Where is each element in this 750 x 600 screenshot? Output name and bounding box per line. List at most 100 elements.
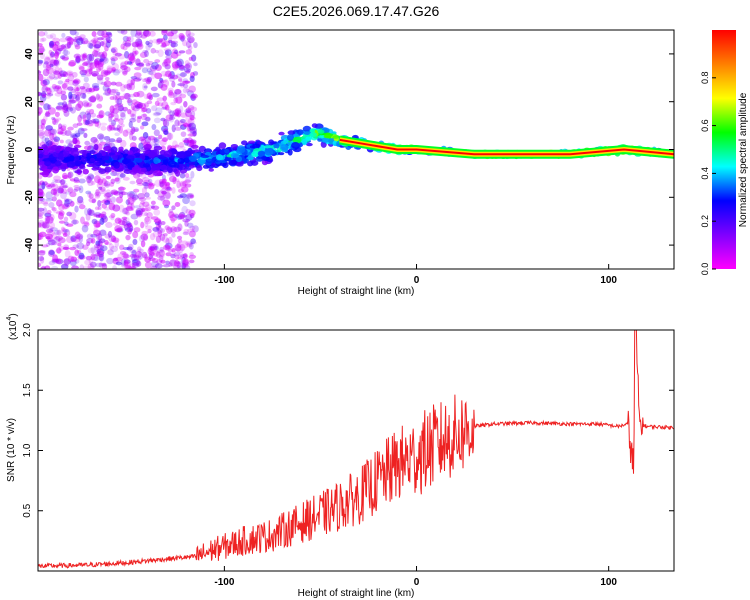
heatmap-cell xyxy=(146,211,153,218)
heatmap-cell xyxy=(71,219,79,225)
heatmap-cell xyxy=(38,262,42,268)
heatmap-cell xyxy=(145,43,151,51)
heatmap-cell xyxy=(166,173,172,177)
heatmap-cell xyxy=(170,101,177,106)
colorbar-tick-label: 0.4 xyxy=(700,167,710,180)
heatmap-cell xyxy=(135,210,143,218)
heatmap-cell xyxy=(58,220,66,224)
heatmap-cell xyxy=(123,259,131,264)
heatmap-cell xyxy=(163,119,170,128)
heatmap-cell xyxy=(62,101,68,108)
heatmap-cell xyxy=(46,236,52,240)
heatmap-cell xyxy=(69,211,77,220)
heatmap-cell xyxy=(91,198,96,204)
heatmap-cell xyxy=(174,254,180,260)
heatmap-cell xyxy=(50,51,55,58)
heatmap-cell xyxy=(60,55,66,60)
heatmap-cell xyxy=(93,226,98,233)
heatmap-cell xyxy=(189,225,196,231)
heatmap-cell xyxy=(99,41,105,47)
heatmap-cell xyxy=(179,80,185,88)
heatmap-cell xyxy=(125,234,131,241)
heatmap-cell xyxy=(74,130,81,138)
heatmap-cell xyxy=(60,90,67,96)
heatmap-cell xyxy=(141,107,148,113)
heatmap-cell xyxy=(119,191,124,199)
heatmap-cell xyxy=(83,145,92,151)
heatmap-cell xyxy=(165,114,174,122)
heatmap-cell xyxy=(182,78,188,83)
heatmap-cell xyxy=(131,41,140,48)
heatmap-cell xyxy=(136,30,142,36)
heatmap-cell xyxy=(104,111,112,117)
heatmap-cell xyxy=(168,211,175,219)
heatmap-cell xyxy=(204,151,211,156)
heatmap-cell xyxy=(54,51,59,60)
heatmap-cell xyxy=(74,169,83,174)
heatmap-cell xyxy=(170,40,176,48)
heatmap-cell xyxy=(178,50,186,54)
heatmap-cell xyxy=(73,85,79,93)
heatmap-cell xyxy=(142,30,151,38)
heatmap-cell xyxy=(165,252,172,257)
heatmap-cell xyxy=(38,129,45,137)
heatmap-cell xyxy=(122,35,130,42)
heatmap-cell xyxy=(301,138,308,146)
heatmap-cell xyxy=(55,147,61,154)
heatmap-cell xyxy=(187,45,193,51)
heatmap-cell xyxy=(129,253,137,258)
heatmap-cell xyxy=(57,80,64,85)
heatmap-cell xyxy=(148,70,157,76)
heatmap-cell xyxy=(172,140,178,149)
heatmap-cell xyxy=(111,69,116,73)
heatmap-cell xyxy=(62,71,69,78)
heatmap-cell xyxy=(45,228,54,233)
heatmap-cell xyxy=(84,175,91,180)
heatmap-cell xyxy=(38,91,42,97)
heatmap-cell xyxy=(57,102,64,106)
heatmap-cell xyxy=(182,122,190,127)
heatmap-cell xyxy=(185,70,191,74)
heatmap-cell xyxy=(311,123,318,128)
heatmap-cell xyxy=(184,173,190,178)
heatmap-cell xyxy=(134,32,143,39)
heatmap-cell xyxy=(65,191,72,195)
heatmap-cell xyxy=(113,257,119,262)
heatmap-cell xyxy=(84,259,91,266)
heatmap-cell xyxy=(91,118,97,124)
heatmap-cell xyxy=(79,34,86,39)
heatmap-cell xyxy=(48,139,54,147)
heatmap-cell xyxy=(104,166,112,173)
heatmap-cell xyxy=(187,228,195,233)
heatmap-cell xyxy=(51,232,58,240)
heatmap-cell xyxy=(147,60,154,66)
heatmap-cell xyxy=(130,103,136,111)
heatmap-cell xyxy=(161,30,168,34)
heatmap-cell xyxy=(52,166,60,174)
heatmap-cell xyxy=(38,182,45,191)
heatmap-cell xyxy=(188,259,195,264)
heatmap-cell xyxy=(88,257,93,266)
heatmap-cell xyxy=(162,137,169,142)
heatmap-cell xyxy=(115,95,121,99)
heatmap-cell xyxy=(132,262,137,267)
heatmap-cell xyxy=(184,220,189,227)
heatmap-cell xyxy=(153,136,160,145)
heatmap-cell xyxy=(140,136,147,141)
heatmap-cell xyxy=(155,251,161,258)
heatmap-cell xyxy=(67,255,75,263)
heatmap-cell xyxy=(160,37,166,45)
heatmap-cell xyxy=(87,101,93,107)
heatmap-cell xyxy=(159,78,164,83)
heatmap-cell xyxy=(140,106,146,113)
heatmap-cell xyxy=(164,225,170,231)
heatmap-cell xyxy=(155,107,163,115)
heatmap-cell xyxy=(111,67,116,72)
heatmap-cell xyxy=(168,36,173,43)
heatmap-cell xyxy=(166,30,174,37)
heatmap-cell xyxy=(179,172,186,179)
heatmap-cell xyxy=(58,123,63,130)
heatmap-cell xyxy=(109,181,115,187)
heatmap-cell xyxy=(186,124,194,133)
heatmap-cell xyxy=(70,134,76,139)
